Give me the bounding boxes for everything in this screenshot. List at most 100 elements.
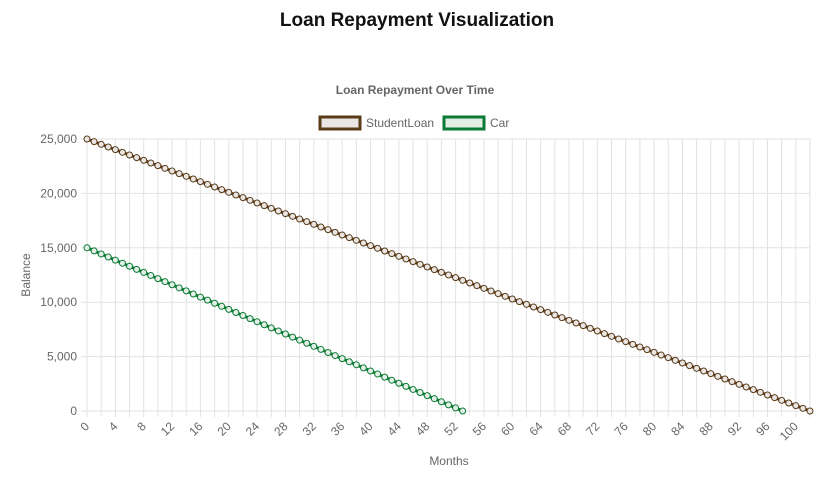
data-point-studentloan[interactable] — [756, 388, 764, 396]
data-point-car[interactable] — [118, 259, 126, 267]
data-point-car[interactable] — [459, 407, 467, 415]
data-point-studentloan[interactable] — [636, 343, 644, 351]
data-point-studentloan[interactable] — [749, 386, 757, 394]
data-point-car[interactable] — [437, 398, 445, 406]
data-point-studentloan[interactable] — [430, 266, 438, 274]
data-point-car[interactable] — [260, 321, 268, 329]
data-point-studentloan[interactable] — [140, 156, 148, 164]
data-point-studentloan[interactable] — [161, 164, 169, 172]
data-point-studentloan[interactable] — [345, 234, 353, 242]
data-point-studentloan[interactable] — [515, 298, 523, 306]
data-point-studentloan[interactable] — [586, 324, 594, 332]
data-point-studentloan[interactable] — [700, 367, 708, 375]
data-point-studentloan[interactable] — [423, 263, 431, 271]
data-point-studentloan[interactable] — [402, 255, 410, 263]
data-point-studentloan[interactable] — [650, 348, 658, 356]
data-point-car[interactable] — [367, 367, 375, 375]
data-point-studentloan[interactable] — [83, 135, 91, 143]
data-point-studentloan[interactable] — [331, 228, 339, 236]
data-point-car[interactable] — [345, 358, 353, 366]
data-point-studentloan[interactable] — [664, 354, 672, 362]
data-point-studentloan[interactable] — [395, 252, 403, 260]
data-point-studentloan[interactable] — [118, 148, 126, 156]
data-point-studentloan[interactable] — [359, 239, 367, 247]
data-point-car[interactable] — [445, 401, 452, 409]
data-point-studentloan[interactable] — [437, 268, 445, 276]
data-point-studentloan[interactable] — [324, 226, 332, 234]
data-point-studentloan[interactable] — [459, 276, 467, 284]
data-point-studentloan[interactable] — [317, 223, 325, 231]
data-point-studentloan[interactable] — [381, 247, 389, 255]
data-point-studentloan[interactable] — [608, 332, 616, 340]
data-point-car[interactable] — [225, 305, 233, 313]
data-point-studentloan[interactable] — [289, 212, 297, 220]
data-point-car[interactable] — [274, 327, 282, 335]
data-point-studentloan[interactable] — [189, 175, 197, 183]
data-point-studentloan[interactable] — [728, 378, 736, 386]
data-point-studentloan[interactable] — [537, 306, 545, 314]
data-point-car[interactable] — [395, 379, 403, 387]
legend-item-car[interactable]: Car — [442, 115, 509, 131]
data-point-studentloan[interactable] — [303, 218, 311, 226]
data-point-car[interactable] — [196, 293, 204, 301]
data-point-studentloan[interactable] — [452, 274, 460, 282]
data-point-studentloan[interactable] — [806, 407, 814, 415]
data-point-studentloan[interactable] — [579, 322, 587, 330]
data-point-studentloan[interactable] — [657, 351, 665, 359]
data-point-car[interactable] — [359, 364, 367, 372]
data-point-car[interactable] — [126, 262, 134, 270]
data-point-car[interactable] — [253, 318, 261, 326]
data-point-car[interactable] — [388, 376, 396, 384]
data-point-studentloan[interactable] — [126, 151, 134, 159]
data-point-studentloan[interactable] — [622, 338, 630, 346]
data-point-studentloan[interactable] — [792, 402, 800, 410]
data-point-car[interactable] — [161, 278, 169, 286]
data-point-studentloan[interactable] — [338, 231, 346, 239]
data-point-studentloan[interactable] — [544, 308, 552, 316]
data-point-studentloan[interactable] — [211, 183, 219, 191]
data-point-car[interactable] — [416, 389, 424, 397]
data-point-car[interactable] — [374, 370, 382, 378]
data-point-studentloan[interactable] — [678, 359, 686, 367]
data-point-studentloan[interactable] — [742, 383, 750, 391]
data-point-car[interactable] — [430, 395, 438, 403]
data-point-studentloan[interactable] — [232, 191, 240, 199]
data-point-studentloan[interactable] — [154, 162, 162, 170]
data-point-studentloan[interactable] — [522, 300, 530, 308]
data-point-studentloan[interactable] — [629, 340, 637, 348]
data-point-studentloan[interactable] — [785, 399, 793, 407]
data-point-car[interactable] — [104, 253, 112, 261]
data-point-studentloan[interactable] — [714, 372, 722, 380]
data-point-car[interactable] — [338, 355, 346, 363]
data-point-studentloan[interactable] — [175, 170, 183, 178]
data-point-studentloan[interactable] — [367, 242, 375, 250]
data-point-studentloan[interactable] — [686, 362, 693, 370]
data-point-studentloan[interactable] — [530, 303, 538, 311]
data-point-studentloan[interactable] — [615, 335, 623, 343]
data-point-car[interactable] — [218, 302, 226, 310]
data-point-car[interactable] — [189, 290, 197, 298]
data-point-studentloan[interactable] — [501, 292, 509, 300]
data-point-studentloan[interactable] — [445, 271, 452, 279]
data-point-car[interactable] — [239, 312, 247, 320]
data-point-car[interactable] — [232, 308, 240, 316]
data-point-car[interactable] — [281, 330, 289, 338]
data-point-car[interactable] — [331, 352, 339, 360]
data-point-studentloan[interactable] — [246, 196, 254, 204]
data-point-car[interactable] — [90, 247, 98, 255]
data-point-studentloan[interactable] — [600, 330, 608, 338]
data-point-car[interactable] — [83, 244, 91, 252]
data-point-car[interactable] — [381, 373, 389, 381]
data-point-studentloan[interactable] — [147, 159, 155, 167]
data-point-car[interactable] — [452, 404, 460, 412]
data-point-car[interactable] — [402, 382, 410, 390]
data-point-studentloan[interactable] — [466, 279, 474, 287]
data-point-studentloan[interactable] — [409, 258, 417, 266]
data-point-studentloan[interactable] — [593, 327, 601, 335]
data-point-studentloan[interactable] — [771, 394, 779, 402]
data-point-car[interactable] — [296, 336, 304, 344]
data-point-studentloan[interactable] — [707, 370, 715, 378]
data-point-studentloan[interactable] — [97, 140, 105, 148]
data-point-studentloan[interactable] — [416, 260, 424, 268]
legend-item-studentloan[interactable]: StudentLoan — [318, 115, 434, 131]
